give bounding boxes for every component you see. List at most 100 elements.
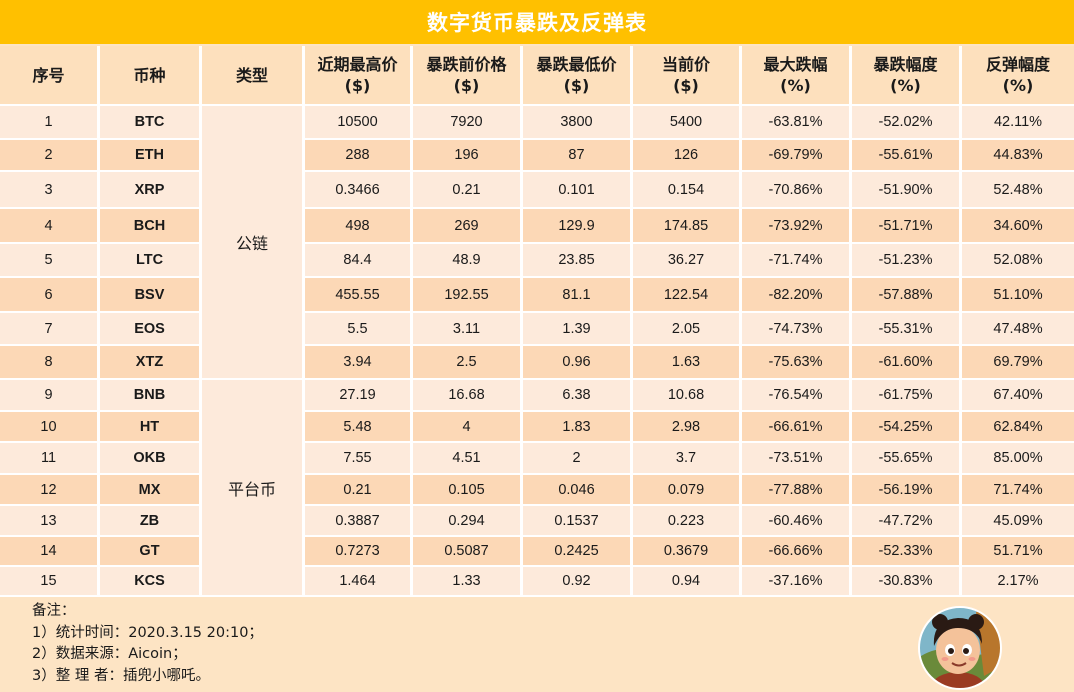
table-row: 3 XRP 0.3466 0.21 0.101 0.154 -70.86% -51.90% 52… xyxy=(0,172,1074,209)
table-row: 1 BTC 公链 10500 7920 3800 5400 -63.81% -52.02% 42.… xyxy=(0,106,1074,380)
pre-crash-price: 4 xyxy=(413,412,523,443)
highest-price: 0.3466 xyxy=(305,172,413,209)
crash-drop: -30.83% xyxy=(852,567,962,597)
notes-heading: 备注： xyxy=(32,603,76,619)
max-drop: -76.54% xyxy=(742,380,852,412)
row-index: 2 xyxy=(0,140,100,172)
current-price: 2.05 xyxy=(633,313,742,346)
pre-crash-price: 0.105 xyxy=(413,475,523,506)
column-header-label: 序号 xyxy=(32,65,65,85)
page-title: 数字货币暴跌及反弹表 xyxy=(427,11,647,35)
column-header: 近期最高价 ($) xyxy=(305,46,413,106)
crash-drop: -61.60% xyxy=(852,346,962,380)
column-header: 暴跌最低价 ($) xyxy=(523,46,633,106)
highest-price: 5.5 xyxy=(305,313,413,346)
max-drop: -60.46% xyxy=(742,506,852,537)
table-body: 1 BTC 公链 10500 7920 3800 5400 -63.81% -52.02% 42.… xyxy=(0,106,1074,597)
coin-symbol: KCS xyxy=(100,567,202,597)
highest-price: 3.94 xyxy=(305,346,413,380)
coin-symbol: EOS xyxy=(100,313,202,346)
column-header-label: 当前价 xyxy=(661,55,710,74)
title-bar: 数字货币暴跌及反弹表 xyxy=(0,0,1074,44)
pre-crash-price: 269 xyxy=(413,209,523,244)
coin-symbol: ETH xyxy=(100,140,202,172)
highest-price: 84.4 xyxy=(305,244,413,278)
column-header-label: 反弹幅度 xyxy=(985,55,1050,74)
pre-crash-price: 16.68 xyxy=(413,380,523,412)
column-header-label: 暴跌前价格 xyxy=(426,55,507,74)
max-drop: -73.51% xyxy=(742,443,852,475)
column-header-label: 类型 xyxy=(235,65,268,85)
crash-drop: -55.61% xyxy=(852,140,962,172)
crash-low-price: 0.1537 xyxy=(523,506,633,537)
pre-crash-price: 0.5087 xyxy=(413,537,523,567)
pre-crash-price: 4.51 xyxy=(413,443,523,475)
row-index: 13 xyxy=(0,506,100,537)
current-price: 2.98 xyxy=(633,412,742,443)
current-price: 0.94 xyxy=(633,567,742,597)
rebound: 62.84% xyxy=(962,412,1074,443)
table-row: 11 OKB 7.55 4.51 2 3.7 -73.51% -55.65% 85.00% xyxy=(0,443,1074,475)
crash-drop: -52.33% xyxy=(852,537,962,567)
table-row: 13 ZB 0.3887 0.294 0.1537 0.223 -60.46% -47.72%… xyxy=(0,506,1074,537)
highest-price: 455.55 xyxy=(305,278,413,313)
column-header-label: 暴跌幅度 xyxy=(873,55,938,74)
pre-crash-price: 48.9 xyxy=(413,244,523,278)
column-header: 反弹幅度 (%) xyxy=(962,46,1074,106)
crash-drop: -51.90% xyxy=(852,172,962,209)
rebound: 71.74% xyxy=(962,475,1074,506)
max-drop: -66.61% xyxy=(742,412,852,443)
row-index: 8 xyxy=(0,346,100,380)
table-row: 12 MX 0.21 0.105 0.046 0.079 -77.88% -56.19% 71.… xyxy=(0,475,1074,506)
crash-drop: -55.31% xyxy=(852,313,962,346)
coin-symbol: OKB xyxy=(100,443,202,475)
rebound: 69.79% xyxy=(962,346,1074,380)
column-header-unit: ($) xyxy=(673,76,699,95)
current-price: 5400 xyxy=(633,106,742,140)
rebound: 2.17% xyxy=(962,567,1074,597)
row-index: 5 xyxy=(0,244,100,278)
coin-symbol: XTZ xyxy=(100,346,202,380)
coin-symbol: ZB xyxy=(100,506,202,537)
column-header: 最大跌幅 (%) xyxy=(742,46,852,106)
column-header: 序号 xyxy=(0,46,100,106)
column-header-label: 币种 xyxy=(133,65,166,85)
coin-symbol: XRP xyxy=(100,172,202,209)
row-index: 6 xyxy=(0,278,100,313)
max-drop: -69.79% xyxy=(742,140,852,172)
table-row: 8 XTZ 3.94 2.5 0.96 1.63 -75.63% -61.60% 69.79% xyxy=(0,346,1074,380)
note-item: 3）整 理 者：插兜小哪吒。 xyxy=(32,667,210,684)
crash-low-price: 129.9 xyxy=(523,209,633,244)
notes: 备注： 1）统计时间：2020.3.15 20:10； 2）数据来源：Aicoi… xyxy=(32,601,263,687)
table-row: 9 BNB 平台币 27.19 16.68 6.38 10.68 -76.54% -61.75%… xyxy=(0,380,1074,597)
max-drop: -73.92% xyxy=(742,209,852,244)
pre-crash-price: 0.294 xyxy=(413,506,523,537)
max-drop: -74.73% xyxy=(742,313,852,346)
highest-price: 1.464 xyxy=(305,567,413,597)
category-cell: 平台币 xyxy=(202,380,305,597)
max-drop: -77.88% xyxy=(742,475,852,506)
crash-low-price: 2 xyxy=(523,443,633,475)
crash-low-price: 81.1 xyxy=(523,278,633,313)
note-item: 2）数据来源：Aicoin； xyxy=(32,646,187,662)
row-index: 10 xyxy=(0,412,100,443)
rebound: 52.08% xyxy=(962,244,1074,278)
current-price: 0.223 xyxy=(633,506,742,537)
rebound: 85.00% xyxy=(962,443,1074,475)
current-price: 0.079 xyxy=(633,475,742,506)
rebound: 42.11% xyxy=(962,106,1074,140)
crash-low-price: 0.101 xyxy=(523,172,633,209)
pre-crash-price: 2.5 xyxy=(413,346,523,380)
highest-price: 0.3887 xyxy=(305,506,413,537)
table-row: 2 ETH 288 196 87 126 -69.79% -55.61% 44.83% xyxy=(0,140,1074,172)
highest-price: 7.55 xyxy=(305,443,413,475)
current-price: 10.68 xyxy=(633,380,742,412)
column-header-unit: (%) xyxy=(890,76,921,95)
pre-crash-price: 3.11 xyxy=(413,313,523,346)
column-header-unit: ($) xyxy=(344,76,371,95)
crash-low-price: 87 xyxy=(523,140,633,172)
table-header-row: 序号 币种 类型 近期最高价 ($) 暴跌前价格 ($) 暴跌最低价 ($) 当前价 ($) 最大跌幅… xyxy=(0,46,1074,106)
crash-low-price: 1.83 xyxy=(523,412,633,443)
pre-crash-price: 192.55 xyxy=(413,278,523,313)
row-index: 7 xyxy=(0,313,100,346)
